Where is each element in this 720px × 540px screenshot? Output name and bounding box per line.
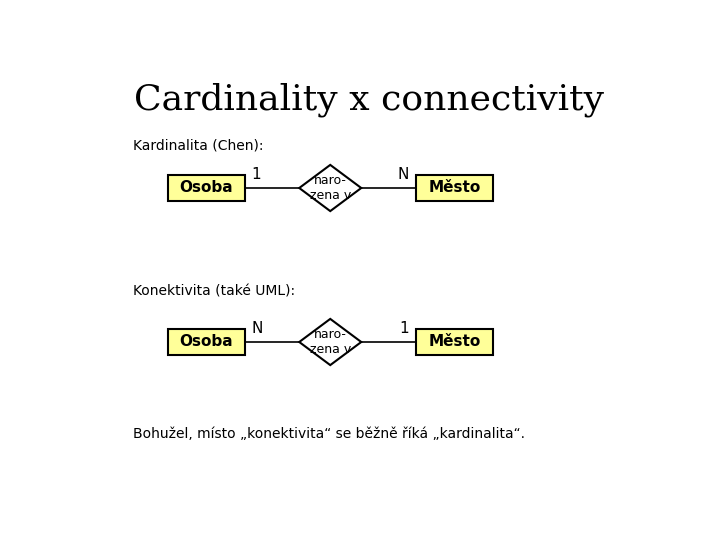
Text: Osoba: Osoba bbox=[179, 334, 233, 349]
FancyBboxPatch shape bbox=[415, 329, 493, 355]
Text: naro-
zena v: naro- zena v bbox=[310, 174, 351, 202]
Text: Město: Město bbox=[428, 334, 480, 349]
Text: Cardinality x connectivity: Cardinality x connectivity bbox=[134, 82, 604, 117]
Polygon shape bbox=[300, 319, 361, 365]
FancyBboxPatch shape bbox=[168, 175, 245, 201]
Text: Kardinalita (Chen):: Kardinalita (Chen): bbox=[132, 139, 263, 153]
Polygon shape bbox=[300, 165, 361, 211]
Text: 1: 1 bbox=[251, 167, 261, 182]
Text: Město: Město bbox=[428, 180, 480, 195]
Text: Osoba: Osoba bbox=[179, 180, 233, 195]
Text: N: N bbox=[251, 321, 263, 336]
Text: Bohužel, místo „konektivita“ se běžně říká „kardinalita“.: Bohužel, místo „konektivita“ se běžně ří… bbox=[132, 427, 525, 441]
FancyBboxPatch shape bbox=[168, 329, 245, 355]
Text: Konektivita (také UML):: Konektivita (také UML): bbox=[132, 285, 294, 299]
Text: 1: 1 bbox=[400, 321, 409, 336]
Text: naro-
zena v: naro- zena v bbox=[310, 328, 351, 356]
FancyBboxPatch shape bbox=[415, 175, 493, 201]
Text: N: N bbox=[398, 167, 409, 182]
